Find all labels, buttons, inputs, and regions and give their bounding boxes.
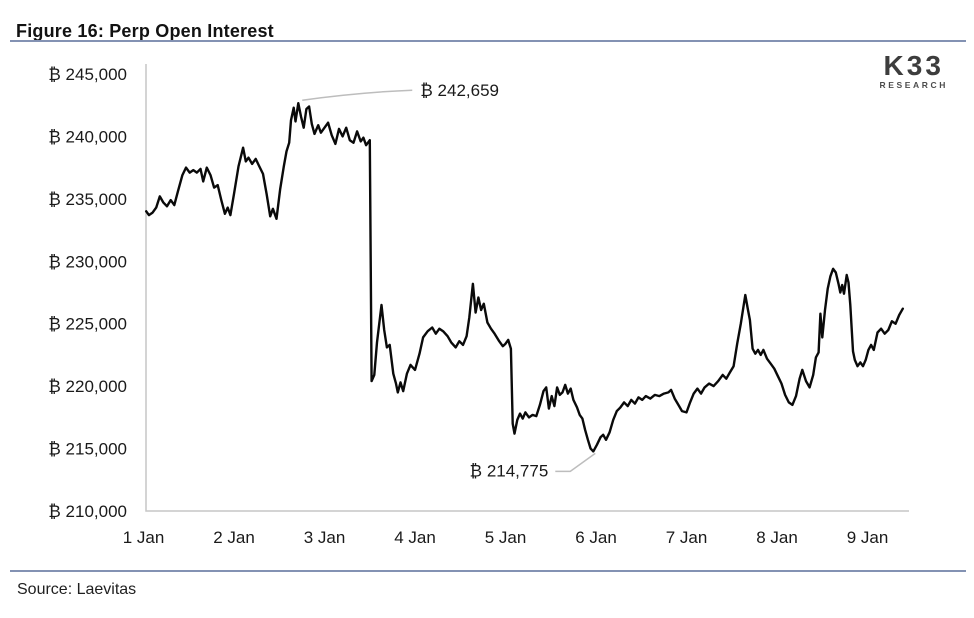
series-line-perp-open-interest <box>144 101 904 453</box>
annotation-leader-high <box>302 89 413 101</box>
y-tick-label: ₿ 220,000 <box>48 377 127 396</box>
source-label: Source: Laevitas <box>17 581 137 598</box>
x-tick-label: 5 Jan <box>485 528 527 547</box>
x-tick-label: 3 Jan <box>304 528 346 547</box>
figure-title: Figure 16: Perp Open Interest <box>16 21 274 42</box>
x-tick-label: 7 Jan <box>666 528 708 547</box>
y-tick-label: ₿ 210,000 <box>48 502 127 521</box>
y-tick-label: ₿ 245,000 <box>48 65 127 84</box>
x-tick-label: 4 Jan <box>394 528 436 547</box>
k33-logo-subtext: RESEARCH <box>879 80 948 90</box>
y-tick-label: ₿ 235,000 <box>48 190 127 209</box>
y-tick-label: ₿ 225,000 <box>48 315 127 334</box>
y-tick-label: ₿ 240,000 <box>48 127 127 146</box>
x-tick-label: 2 Jan <box>213 528 255 547</box>
x-tick-label: 8 Jan <box>756 528 798 547</box>
footer-divider <box>10 570 966 572</box>
x-tick-label: 9 Jan <box>847 528 889 547</box>
y-tick-label: ₿ 215,000 <box>48 440 127 459</box>
y-tick-label: ₿ 230,000 <box>48 252 127 271</box>
k33-research-logo: K33 RESEARCH <box>879 52 948 90</box>
x-tick-label: 1 Jan <box>123 528 165 547</box>
k33-logo-text: K33 <box>883 50 944 81</box>
annotation-leader-low <box>555 452 596 473</box>
annotation-label-low: ₿ 214,775 <box>470 461 549 480</box>
title-divider <box>10 40 966 42</box>
annotation-label-high: ₿ 242,659 <box>420 81 499 100</box>
axes <box>145 64 909 512</box>
x-tick-label: 6 Jan <box>575 528 617 547</box>
